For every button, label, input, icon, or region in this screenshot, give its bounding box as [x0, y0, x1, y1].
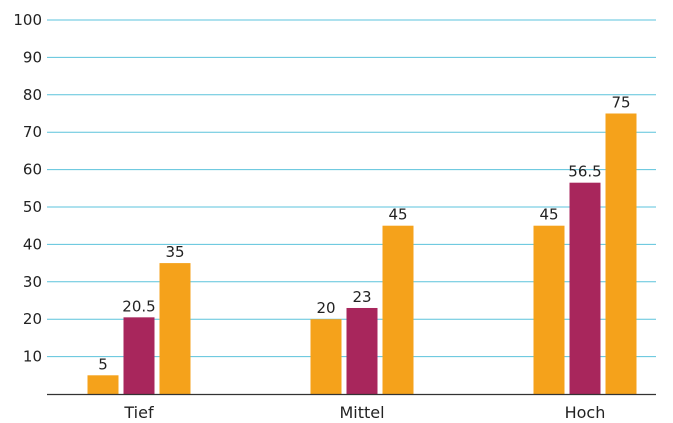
y-tick-label: 40 — [23, 235, 42, 253]
bar-mittel-1 — [310, 319, 342, 394]
x-axis-category-labels: Tief Mittel Hoch — [123, 403, 605, 422]
x-category-label-tief: Tief — [123, 403, 154, 422]
data-label: 75 — [611, 94, 630, 112]
bar-hoch-1 — [533, 225, 565, 394]
y-tick-label: 90 — [23, 48, 42, 66]
data-label: 45 — [539, 206, 558, 224]
y-tick-label: 30 — [23, 273, 42, 291]
data-label: 45 — [388, 206, 407, 224]
bars — [87, 113, 637, 394]
data-label: 56.5 — [568, 163, 601, 181]
data-labels: 5 20.5 35 20 23 45 45 56.5 75 — [98, 94, 630, 374]
y-tick-label: 60 — [23, 161, 42, 179]
y-tick-label: 20 — [23, 310, 42, 328]
y-tick-label: 80 — [23, 86, 42, 104]
y-tick-label: 10 — [23, 348, 42, 366]
bar-tief-1 — [87, 375, 119, 394]
data-label: 5 — [98, 355, 108, 373]
data-label: 20.5 — [122, 297, 155, 315]
y-tick-label: 50 — [23, 198, 42, 216]
x-category-label-mittel: Mittel — [339, 403, 384, 422]
bar-mittel-3 — [382, 225, 414, 394]
bar-hoch-3 — [605, 113, 637, 394]
y-tick-label: 70 — [23, 123, 42, 141]
y-tick-label: 100 — [13, 11, 42, 29]
bar-hoch-2 — [569, 182, 601, 394]
bar-mittel-2 — [346, 307, 378, 394]
data-label: 20 — [316, 299, 335, 317]
data-label: 23 — [352, 288, 371, 306]
bar-tief-3 — [159, 263, 191, 394]
bar-tief-2 — [123, 317, 155, 394]
x-category-label-hoch: Hoch — [565, 403, 606, 422]
y-axis-tick-labels: 10 20 30 40 50 60 70 80 90 100 — [13, 11, 42, 366]
data-label: 35 — [165, 243, 184, 261]
